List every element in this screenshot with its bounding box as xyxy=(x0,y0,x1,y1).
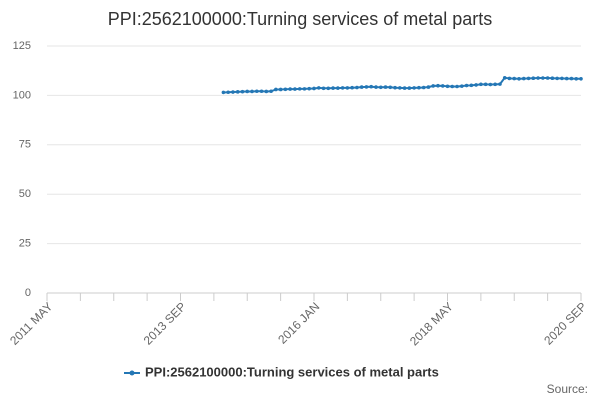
data-point xyxy=(278,87,283,92)
data-point xyxy=(316,86,321,90)
data-point xyxy=(254,89,259,94)
data-point xyxy=(269,89,273,94)
data-point xyxy=(293,87,297,91)
data-point xyxy=(259,89,264,94)
y-tick-label: 0 xyxy=(25,287,31,299)
data-point xyxy=(569,76,574,81)
data-point xyxy=(560,76,564,81)
data-point xyxy=(417,85,421,90)
data-point xyxy=(550,76,555,81)
source-label: Source: xyxy=(547,382,588,396)
data-point xyxy=(240,89,245,94)
data-point xyxy=(545,76,550,80)
data-point xyxy=(398,86,402,90)
data-point xyxy=(493,82,497,87)
x-tick-label: 2013 SEP xyxy=(141,299,189,347)
data-point xyxy=(383,85,388,89)
data-point xyxy=(407,86,412,90)
y-tick-label: 25 xyxy=(19,238,31,250)
data-point xyxy=(502,76,507,80)
series-line xyxy=(223,76,581,94)
data-point xyxy=(378,85,383,90)
data-point xyxy=(412,86,416,90)
data-point xyxy=(564,76,569,81)
legend-marker xyxy=(129,370,135,376)
x-tick-label: 2016 JAN xyxy=(275,299,322,346)
data-point xyxy=(321,86,326,91)
data-point xyxy=(393,85,397,90)
data-point xyxy=(336,86,340,90)
data-point xyxy=(302,87,307,91)
data-point xyxy=(331,86,335,90)
data-point xyxy=(374,85,378,89)
data-point xyxy=(436,83,440,88)
data-point xyxy=(421,85,426,90)
data-point xyxy=(474,83,478,87)
data-point xyxy=(226,90,230,95)
data-point xyxy=(450,84,455,89)
data-point xyxy=(340,86,345,90)
data-point xyxy=(460,84,464,88)
data-point xyxy=(574,77,579,81)
data-point xyxy=(283,87,288,92)
data-point xyxy=(536,76,540,80)
data-point xyxy=(440,84,445,88)
data-point xyxy=(531,76,536,81)
data-point xyxy=(464,83,469,88)
data-point xyxy=(312,86,316,91)
data-point xyxy=(455,84,459,89)
data-point xyxy=(517,77,521,81)
data-point xyxy=(231,90,235,94)
data-point xyxy=(488,82,493,87)
data-point xyxy=(479,82,483,87)
y-tick-label: 75 xyxy=(19,139,31,151)
y-tick-label: 125 xyxy=(13,40,31,52)
x-tick-label: 2011 MAY xyxy=(7,299,55,347)
data-point xyxy=(235,90,240,94)
data-point xyxy=(369,84,374,89)
legend-label: PPI:2562100000:Turning services of metal… xyxy=(145,364,439,379)
data-point xyxy=(388,85,393,90)
data-point xyxy=(326,86,331,91)
y-tick-label: 100 xyxy=(13,89,31,101)
data-point xyxy=(288,87,292,91)
data-point xyxy=(250,89,254,94)
data-point xyxy=(264,89,269,94)
data-point xyxy=(445,84,450,89)
data-point xyxy=(555,76,559,81)
data-point xyxy=(521,76,526,81)
data-point xyxy=(498,82,502,86)
data-point xyxy=(274,87,278,92)
data-point xyxy=(507,76,512,81)
data-point xyxy=(297,87,302,91)
x-tick-label: 2018 MAY xyxy=(407,299,456,348)
data-point xyxy=(512,76,517,81)
data-point xyxy=(431,84,435,88)
data-point xyxy=(483,82,488,87)
data-point xyxy=(364,85,369,89)
data-point xyxy=(541,76,545,80)
x-tick-label: 2020 SEP xyxy=(541,299,589,347)
data-point xyxy=(359,85,364,89)
data-point xyxy=(307,86,312,91)
data-point xyxy=(221,90,226,95)
data-point xyxy=(526,76,531,81)
data-point xyxy=(579,77,583,81)
data-point xyxy=(345,86,350,90)
data-point xyxy=(469,83,474,88)
data-point xyxy=(355,85,359,90)
data-point xyxy=(402,86,407,90)
data-point xyxy=(350,85,354,90)
chart-title: PPI:2562100000:Turning services of metal… xyxy=(108,9,493,29)
y-tick-label: 50 xyxy=(19,188,31,200)
data-point xyxy=(245,89,250,94)
data-point xyxy=(426,85,431,89)
